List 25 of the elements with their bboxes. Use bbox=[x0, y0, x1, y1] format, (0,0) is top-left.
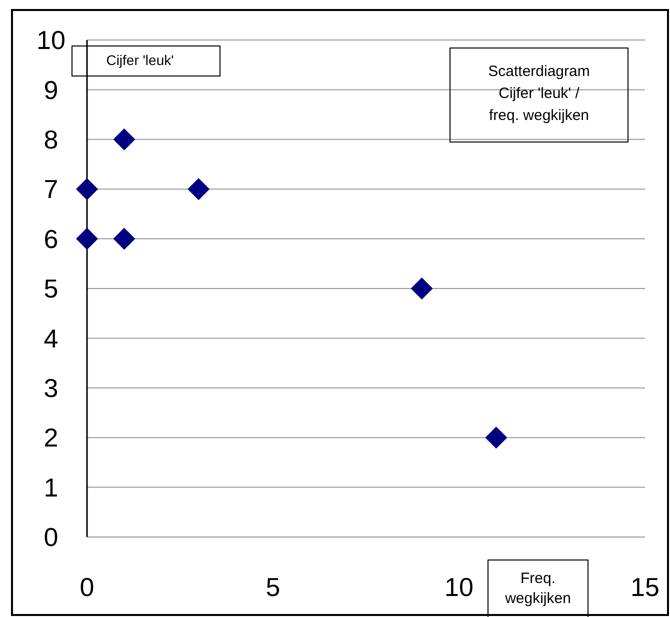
y-tick-label: 2 bbox=[44, 422, 58, 453]
point bbox=[76, 178, 98, 200]
point bbox=[113, 228, 136, 250]
point bbox=[188, 178, 210, 200]
x-axis-title: Freq. wegkijken bbox=[504, 570, 571, 607]
point bbox=[113, 128, 136, 150]
x-tick-label: 15 bbox=[630, 572, 660, 602]
y-tick-label: 9 bbox=[44, 74, 58, 105]
y-tick-label: 0 bbox=[44, 522, 58, 552]
y-tick-label: 5 bbox=[44, 274, 58, 304]
y-tick-label: 6 bbox=[44, 224, 58, 254]
x-tick-label: 0 bbox=[80, 572, 94, 602]
point bbox=[76, 228, 98, 250]
point bbox=[410, 278, 433, 300]
x-tick-label: 10 bbox=[444, 572, 474, 602]
y-tick-label: 8 bbox=[44, 124, 58, 154]
text: Scatterdiagram Cijfer 'leuk' / freq. wegkijken bbox=[488, 63, 590, 124]
y-tick-label: 4 bbox=[44, 323, 58, 354]
point bbox=[485, 426, 508, 449]
y-tick-label: 10 bbox=[36, 25, 66, 56]
y-tick-label: 1 bbox=[44, 472, 58, 502]
x-tick-label: 5 bbox=[266, 572, 280, 602]
y-tick-label: 7 bbox=[44, 174, 58, 204]
y-axis-title: Cijfer 'leuk' bbox=[106, 52, 174, 68]
y-tick-label: 3 bbox=[44, 373, 58, 403]
